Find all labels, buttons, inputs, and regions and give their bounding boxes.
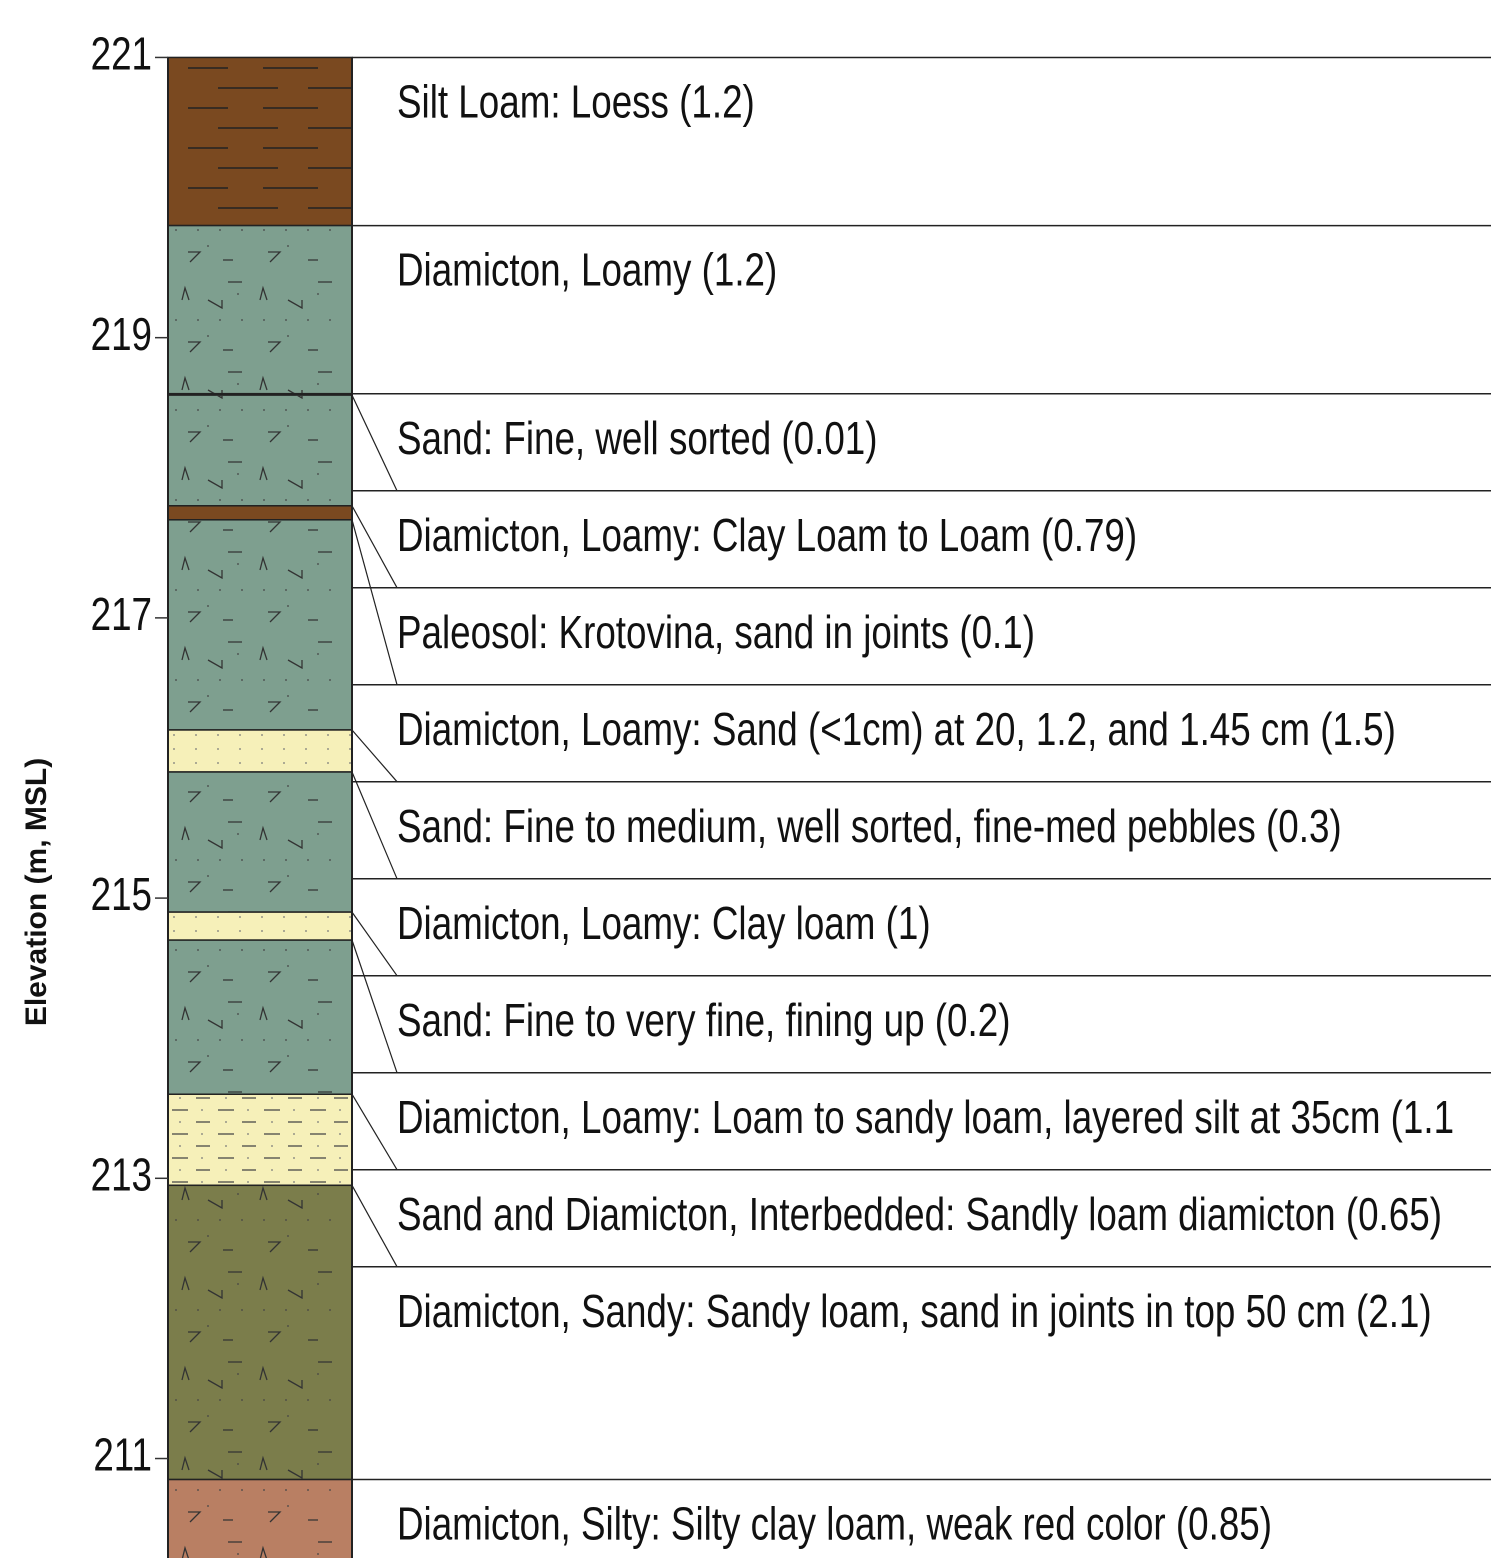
- layer-label: Diamicton, Loamy: Clay Loam to Loam (0.7…: [397, 509, 1137, 561]
- y-tick-label: 221: [91, 28, 152, 80]
- y-tick-label: 215: [91, 868, 152, 920]
- y-tick-label: 219: [91, 308, 152, 360]
- layer-pattern: [168, 1094, 352, 1186]
- label-rows: Silt Loam: Loess (1.2) Diamicton, Loamy (…: [351, 56, 1491, 1550]
- layer-label: Sand: Fine to medium, well sorted, fine-…: [397, 800, 1342, 852]
- axis-title: Elevation (m, MSL): [20, 758, 53, 1026]
- layer-pattern: [168, 395, 352, 506]
- layer-pattern: [168, 1479, 352, 1558]
- y-tick-label: 217: [91, 588, 152, 640]
- layer-label: Sand: Fine, well sorted (0.01): [397, 412, 878, 464]
- layer-label: Diamicton, Loamy: Loam to sandy loam, la…: [397, 1091, 1454, 1143]
- y-tick-label: 211: [93, 1429, 152, 1481]
- layer-label: Diamicton, Silty: Silty clay loam, weak …: [397, 1498, 1272, 1550]
- column: [167, 56, 353, 1558]
- leader-line: [351, 1185, 398, 1267]
- layer-pattern: [168, 519, 352, 730]
- leader-line: [351, 519, 398, 685]
- leader-line: [351, 939, 398, 1073]
- layer-pattern: [168, 912, 352, 941]
- leader-line: [351, 1093, 398, 1171]
- layer-label: Diamicton, Loamy: Clay loam (1): [397, 897, 931, 949]
- leader-line: [351, 911, 398, 977]
- layer-pattern: [168, 57, 352, 226]
- layer-pattern: [168, 729, 352, 772]
- layer-pattern: [168, 771, 352, 913]
- layer-label: Diamicton, Loamy: Sand (<1cm) at 20, 1.2…: [397, 703, 1396, 755]
- layer-label: Diamicton, Loamy (1.2): [397, 244, 777, 296]
- y-tick-label: 213: [91, 1148, 152, 1200]
- layer-label: Paleosol: Krotovina, sand in joints (0.1…: [397, 606, 1035, 658]
- leader-line: [351, 729, 398, 783]
- leader-line: [351, 771, 398, 879]
- layer-label: Diamicton, Sandy: Sandy loam, sand in jo…: [397, 1285, 1432, 1337]
- layer-pattern: [168, 1185, 352, 1480]
- layer-label: Sand: Fine to very fine, fining up (0.2): [397, 994, 1010, 1046]
- leader-line: [351, 394, 398, 491]
- layer-label: Silt Loam: Loess (1.2): [397, 76, 755, 128]
- layer-pattern: [168, 225, 352, 394]
- layer-label: Sand and Diamicton, Interbedded: Sandly …: [397, 1188, 1442, 1240]
- layer: [167, 505, 353, 521]
- layer-pattern: [168, 940, 352, 1095]
- leader-line: [351, 505, 398, 588]
